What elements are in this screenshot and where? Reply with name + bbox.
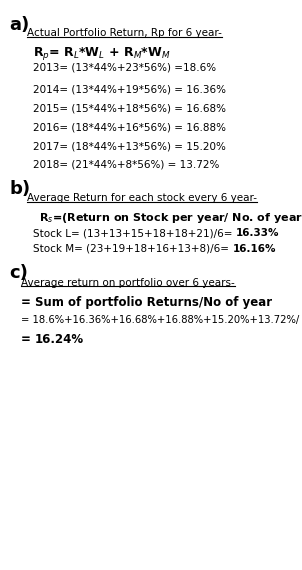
Text: = 18.6%+16.36%+16.68%+16.88%+15.20%+13.72%/ 6: = 18.6%+16.36%+16.68%+16.88%+15.20%+13.7… xyxy=(21,315,302,325)
Text: 2015= (15*44%+18*56%) = 16.68%: 2015= (15*44%+18*56%) = 16.68% xyxy=(33,104,226,114)
Text: Actual Portfolio Return, Rp for 6 year-: Actual Portfolio Return, Rp for 6 year- xyxy=(27,28,222,39)
Text: c): c) xyxy=(9,264,28,282)
Text: R$_{p}$= R$_{L}$*W$_{L}$ + R$_{M}$*W$_{M}$: R$_{p}$= R$_{L}$*W$_{L}$ + R$_{M}$*W$_{M… xyxy=(33,45,171,62)
Text: 2017= (18*44%+13*56%) = 15.20%: 2017= (18*44%+13*56%) = 15.20% xyxy=(33,141,226,152)
Text: 16.24%: 16.24% xyxy=(35,333,84,347)
Text: 16.33%: 16.33% xyxy=(236,228,279,238)
Text: Stock L= (13+13+15+18+18+21)/6=: Stock L= (13+13+15+18+18+21)/6= xyxy=(33,228,236,238)
Text: Average Return for each stock every 6 year-: Average Return for each stock every 6 ye… xyxy=(27,193,257,203)
Text: 2018= (21*44%+8*56%) = 13.72%: 2018= (21*44%+8*56%) = 13.72% xyxy=(33,160,220,170)
Text: b): b) xyxy=(9,180,30,198)
Text: a): a) xyxy=(9,16,29,34)
Text: 2016= (18*44%+16*56%) = 16.88%: 2016= (18*44%+16*56%) = 16.88% xyxy=(33,123,226,133)
Text: 2014= (13*44%+19*56%) = 16.36%: 2014= (13*44%+19*56%) = 16.36% xyxy=(33,85,226,95)
Text: = Sum of portfolio Returns/No of year: = Sum of portfolio Returns/No of year xyxy=(21,296,272,310)
Text: Stock M= (23+19+18+16+13+8)/6=: Stock M= (23+19+18+16+13+8)/6= xyxy=(33,244,233,254)
Text: Average return on portfolio over 6 years-: Average return on portfolio over 6 years… xyxy=(21,278,235,288)
Text: 16.16%: 16.16% xyxy=(233,244,276,254)
Text: R$_{s}$=(Return on Stock per year/ No. of years): R$_{s}$=(Return on Stock per year/ No. o… xyxy=(39,211,302,225)
Text: 2013= (13*44%+23*56%) =18.6%: 2013= (13*44%+23*56%) =18.6% xyxy=(33,62,216,72)
Text: =: = xyxy=(21,333,35,347)
